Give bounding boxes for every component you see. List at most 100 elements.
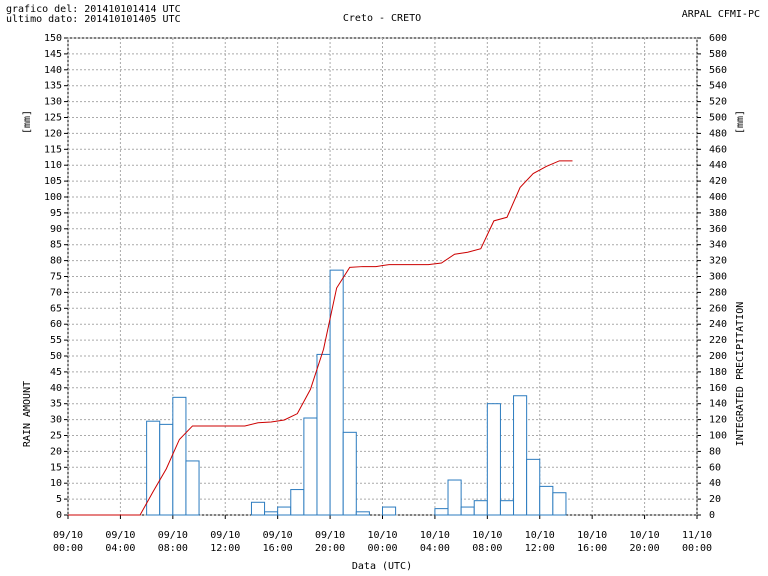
y2-axis-label: INTEGRATED PRECIPITATION <box>735 302 746 447</box>
y2-tick-label: 240 <box>709 319 727 330</box>
header-line: ultimo dato: 201410101405 UTC <box>6 14 181 25</box>
y2-tick-label: 580 <box>709 49 727 60</box>
y-unit: [mm] <box>22 110 33 134</box>
x-tick-label: 10/10 20:00 <box>629 530 660 554</box>
y2-tick-label: 60 <box>709 462 721 473</box>
y2-tick-label: 220 <box>709 335 727 346</box>
y2-tick-label: 40 <box>709 478 721 489</box>
x-tick-label: 09/10 08:00 <box>157 530 188 554</box>
bar <box>486 403 501 516</box>
line <box>68 160 573 516</box>
x-tick-label: 11/10 00:00 <box>681 530 713 554</box>
y2-tick-label: 120 <box>709 415 727 426</box>
bar <box>290 489 305 516</box>
y2-tick-label: 320 <box>709 256 727 267</box>
y2-tick-label: 380 <box>709 208 727 219</box>
bar <box>552 492 567 516</box>
bar <box>329 269 344 516</box>
y2-tick-label: 80 <box>709 446 721 457</box>
y2-tick-label: 480 <box>709 128 727 139</box>
y2-tick-label: 200 <box>709 351 727 362</box>
bar <box>473 500 488 516</box>
bar <box>447 479 462 516</box>
y2-tick-label: 400 <box>709 192 727 203</box>
y2-tick-label: 500 <box>709 113 727 124</box>
bar <box>526 458 541 516</box>
x-tick-label: 09/10 00:00 <box>52 530 84 554</box>
y-tick-label: 150 <box>44 33 62 44</box>
y-tick-label: 0 <box>56 510 62 521</box>
bar <box>303 417 318 516</box>
y2-tick-label: 180 <box>709 367 727 378</box>
x-tick-label: 10/10 04:00 <box>419 530 450 554</box>
y-tick-label: 50 <box>50 351 62 362</box>
x-tick-label: 10/10 08:00 <box>472 530 503 554</box>
y-tick-label: 135 <box>44 81 62 92</box>
y-tick-label: 145 <box>44 49 62 60</box>
y2-tick-label: 520 <box>709 97 727 108</box>
x-tick-label: 09/10 04:00 <box>105 530 136 554</box>
x-tick-label: 10/10 12:00 <box>524 530 555 554</box>
y-tick-label: 120 <box>44 128 62 139</box>
y-tick-label: 115 <box>44 144 62 155</box>
y2-tick-label: 20 <box>709 494 721 505</box>
bar <box>434 508 449 516</box>
y-tick-label: 70 <box>50 287 62 298</box>
bar <box>316 353 331 516</box>
y-tick-label: 40 <box>50 383 62 394</box>
y-tick-label: 45 <box>50 367 62 378</box>
bar <box>342 431 357 516</box>
y-tick-label: 10 <box>50 478 62 489</box>
y-tick-label: 75 <box>50 272 62 283</box>
y2-tick-label: 600 <box>709 33 727 44</box>
y-tick-label: 80 <box>50 256 62 267</box>
y-tick-label: 100 <box>44 192 62 203</box>
source: ARPAL CFMI-PC <box>682 9 760 20</box>
y-tick-label: 55 <box>50 335 62 346</box>
y-tick-label: 130 <box>44 97 62 108</box>
y2-tick-label: 460 <box>709 144 727 155</box>
bar <box>460 506 475 516</box>
y-tick-label: 65 <box>50 303 62 314</box>
y-tick-label: 35 <box>50 399 62 410</box>
bar <box>250 501 266 516</box>
y-tick-label: 110 <box>44 160 62 171</box>
y2-tick-label: 280 <box>709 287 727 298</box>
y-tick-label: 140 <box>44 65 62 76</box>
y2-tick-label: 300 <box>709 272 727 283</box>
y2-tick-label: 160 <box>709 383 727 394</box>
bar <box>277 506 292 516</box>
y2-tick-label: 0 <box>709 510 715 521</box>
y2-tick-label: 540 <box>709 81 727 92</box>
x-tick-label: 09/10 16:00 <box>262 530 293 554</box>
bar <box>382 506 397 516</box>
x-axis-label: Data (UTC) <box>352 561 412 572</box>
bar <box>172 396 187 516</box>
y-tick-label: 20 <box>50 446 62 457</box>
bar <box>513 395 528 516</box>
y-tick-label: 15 <box>50 462 62 473</box>
x-tick-label: 10/10 00:00 <box>367 530 398 554</box>
bar <box>185 460 200 516</box>
header-line: grafico del: 201410101414 UTC <box>6 4 181 15</box>
bar <box>539 485 554 516</box>
x-tick-label: 09/10 12:00 <box>210 530 241 554</box>
y-tick-label: 85 <box>50 240 62 251</box>
y-axis-label: RAIN AMOUNT <box>22 381 33 447</box>
y2-tick-label: 440 <box>709 160 727 171</box>
bar <box>355 511 370 516</box>
y-tick-label: 60 <box>50 319 62 330</box>
bar <box>499 500 515 516</box>
y2-tick-label: 100 <box>709 431 727 442</box>
y-tick-label: 125 <box>44 113 62 124</box>
x-tick-label: 09/10 20:00 <box>315 530 346 554</box>
y-tick-label: 5 <box>56 494 62 505</box>
y-tick-label: 105 <box>44 176 62 187</box>
y2-tick-label: 560 <box>709 65 727 76</box>
y2-unit: [mm] <box>735 110 746 134</box>
y-tick-label: 25 <box>50 431 62 442</box>
y2-tick-label: 260 <box>709 303 727 314</box>
y2-tick-label: 340 <box>709 240 727 251</box>
y2-tick-label: 420 <box>709 176 727 187</box>
y2-tick-label: 360 <box>709 224 727 235</box>
